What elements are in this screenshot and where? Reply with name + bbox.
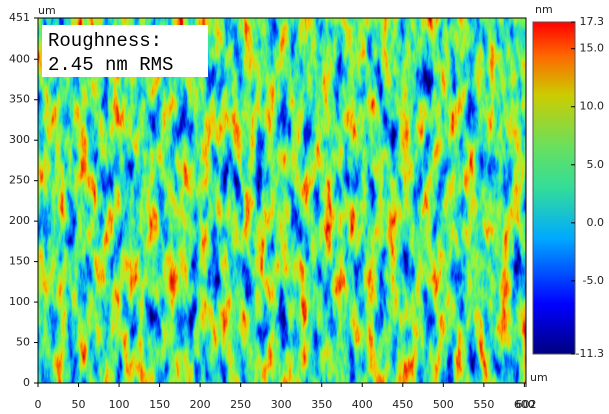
y-tick-label: 400 bbox=[9, 52, 30, 65]
y-tick-label: 300 bbox=[9, 133, 30, 146]
x-tick-label: 100 bbox=[109, 398, 130, 411]
colorbar-tick-label: 10.0 bbox=[580, 100, 605, 113]
y-tick-label: 200 bbox=[9, 214, 30, 227]
y-tick-label: 150 bbox=[9, 255, 30, 268]
y-tick-label: 100 bbox=[9, 295, 30, 308]
colorbar-tick-label: 5.0 bbox=[587, 158, 605, 171]
x-tick-label: 602 bbox=[516, 398, 537, 411]
x-tick-label: 450 bbox=[392, 398, 413, 411]
x-tick-label: 350 bbox=[311, 398, 332, 411]
x-tick-label: 50 bbox=[72, 398, 86, 411]
color-unit: nm bbox=[535, 3, 553, 16]
colorbar-tick-label: -11.3 bbox=[576, 347, 604, 360]
x-tick-label: 600 bbox=[514, 398, 535, 411]
x-tick-label: 300 bbox=[271, 398, 292, 411]
x-tick-label: 400 bbox=[352, 398, 373, 411]
surface-map bbox=[38, 18, 526, 383]
x-tick-label: 500 bbox=[433, 398, 454, 411]
y-tick-label: 350 bbox=[9, 93, 30, 106]
colorbar-tick-label: 0.0 bbox=[587, 216, 605, 229]
y-tick-label: 0 bbox=[23, 376, 30, 389]
x-tick-label: 200 bbox=[190, 398, 211, 411]
x-unit: um bbox=[530, 371, 548, 384]
x-tick-label: 150 bbox=[149, 398, 170, 411]
annotation-box bbox=[42, 25, 208, 77]
plot-frame bbox=[37, 17, 527, 384]
y-tick-label: 250 bbox=[9, 174, 30, 187]
colorbar-tick-label: 15.0 bbox=[580, 42, 605, 55]
x-tick-label: 250 bbox=[230, 398, 251, 411]
x-tick-label: 550 bbox=[473, 398, 494, 411]
annotation-line: Roughness: bbox=[48, 30, 162, 52]
x-tick-label: 0 bbox=[35, 398, 42, 411]
annotation-line: 2.45 nm RMS bbox=[48, 54, 173, 76]
y-unit: um bbox=[38, 4, 56, 17]
colorbar-tick-label: 17.3 bbox=[580, 15, 605, 28]
y-tick-label: 50 bbox=[16, 336, 30, 349]
colorbar bbox=[532, 21, 576, 355]
colorbar-tick-label: -5.0 bbox=[583, 274, 604, 287]
y-tick-label: 451 bbox=[9, 11, 30, 24]
